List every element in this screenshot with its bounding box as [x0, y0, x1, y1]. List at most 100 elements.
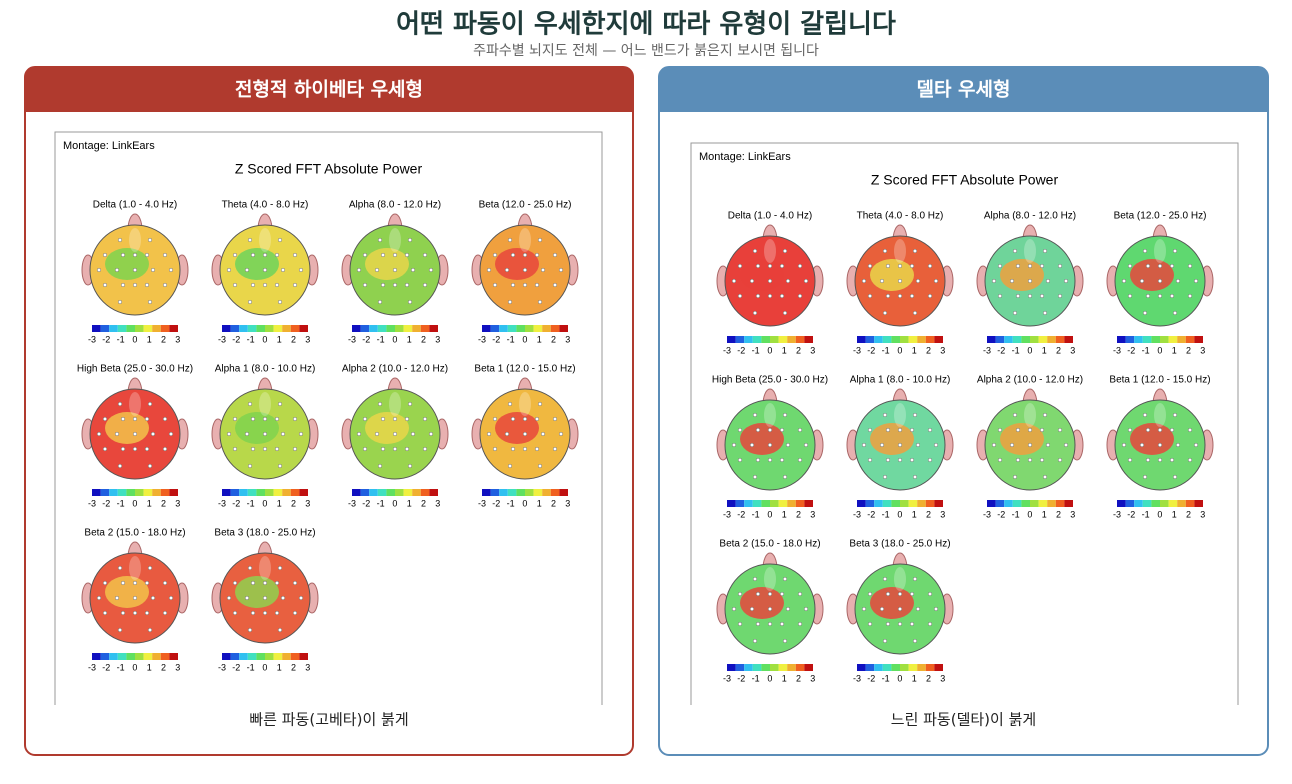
scale-label: -1: [882, 345, 890, 355]
electrode: [407, 237, 413, 243]
electrode: [147, 627, 153, 633]
electrode: [280, 595, 286, 601]
map-label: Beta 2 (15.0 - 18.0 Hz): [84, 528, 185, 539]
color-bar-segment: [230, 653, 240, 660]
electrode: [486, 267, 492, 273]
panel-caption: 느린 파동(델타)이 붉게: [891, 711, 1036, 729]
map-label: Alpha 1 (8.0 - 10.0 Hz): [850, 375, 951, 386]
electrode: [797, 427, 803, 433]
electrode: [803, 442, 809, 448]
electrode: [102, 446, 108, 452]
color-bar-segment: [727, 664, 736, 671]
electrode: [150, 431, 156, 437]
electrode: [492, 446, 498, 452]
color-bar-segment: [152, 325, 161, 332]
electrode: [250, 252, 256, 258]
electrode: [885, 427, 891, 433]
electrode: [1127, 293, 1133, 299]
color-bar-segment: [1004, 500, 1013, 507]
scale-label: -3: [853, 345, 861, 355]
electrode: [280, 431, 286, 437]
electrode: [1157, 263, 1163, 269]
color-bar-segment: [1012, 500, 1022, 507]
color-bar-segment: [770, 336, 779, 343]
electrode: [422, 282, 428, 288]
electrode: [132, 580, 138, 586]
electrode: [1042, 412, 1048, 418]
color-bar-segment: [273, 489, 283, 496]
electrode: [507, 401, 513, 407]
electrode: [232, 416, 238, 422]
electrode: [1063, 442, 1069, 448]
topomap: Delta (1.0 - 4.0 Hz) -3 -2 -1 0 1 2 3: [716, 211, 824, 355]
color-bar-segment: [908, 500, 918, 507]
electrode: [1057, 427, 1063, 433]
electrode: [1172, 248, 1178, 254]
electrode: [1157, 293, 1163, 299]
scale-label: -3: [348, 498, 356, 508]
electrode: [96, 431, 102, 437]
page-subtitle: 주파수별 뇌지도 전체 — 어느 밴드가 붉은지 보시면 됩니다: [473, 43, 819, 59]
electrode: [162, 416, 168, 422]
color-bar-segment: [857, 664, 866, 671]
color-bar-segment: [550, 325, 560, 332]
color-bar-segment: [995, 500, 1005, 507]
topomap: High Beta (25.0 - 30.0 Hz) -3 -2 -1 0 1 2 3: [712, 375, 828, 520]
electrode: [262, 282, 268, 288]
electrode: [377, 299, 383, 305]
color-bar-segment: [109, 653, 118, 660]
electrode: [96, 267, 102, 273]
electrode: [537, 401, 543, 407]
scale-label: 2: [551, 498, 556, 508]
electrode: [292, 446, 298, 452]
electrode: [120, 416, 126, 422]
electrode: [752, 638, 758, 644]
electrode: [927, 457, 933, 463]
electrode: [1175, 442, 1181, 448]
electrode: [262, 446, 268, 452]
hot-region: [1000, 259, 1044, 291]
electrode: [779, 591, 785, 597]
map-label: Beta 2 (15.0 - 18.0 Hz): [719, 539, 820, 550]
electrode: [897, 621, 903, 627]
electrode: [552, 446, 558, 452]
color-bar-segment: [360, 489, 370, 496]
topomap: Theta (4.0 - 8.0 Hz) -3 -2 -1 0 1 2 3: [211, 200, 319, 344]
nose-overlay: [259, 556, 271, 580]
electrode: [1175, 278, 1181, 284]
electrode: [897, 591, 903, 597]
scale-label: -3: [1113, 345, 1121, 355]
electrode: [120, 282, 126, 288]
scale-label: 3: [810, 345, 815, 355]
color-bar-segment: [265, 489, 274, 496]
electrode: [132, 416, 138, 422]
color-bar-segment: [891, 500, 900, 507]
electrode: [749, 606, 755, 612]
scale-label: 3: [305, 498, 310, 508]
map-label: Alpha (8.0 - 12.0 Hz): [349, 200, 441, 211]
color-bar-segment: [135, 325, 144, 332]
color-bar-segment: [752, 500, 762, 507]
hot-region: [495, 248, 539, 280]
color-bar-segment: [117, 489, 127, 496]
image-heading: Z Scored FFT Absolute Power: [235, 161, 423, 177]
hot-region: [365, 412, 409, 444]
electrode: [1039, 457, 1045, 463]
scale-label: -2: [232, 662, 240, 672]
color-bar-segment: [987, 336, 996, 343]
scale-label: -3: [88, 662, 96, 672]
scale-label: -2: [232, 334, 240, 344]
map-label: High Beta (25.0 - 30.0 Hz): [77, 364, 193, 375]
scale-label: 2: [161, 498, 166, 508]
color-bar-segment: [795, 500, 805, 507]
electrode: [1187, 457, 1193, 463]
electrode: [1057, 457, 1063, 463]
electrode: [226, 595, 232, 601]
electrode: [927, 621, 933, 627]
electrode: [150, 267, 156, 273]
scale-label: 1: [1042, 509, 1047, 519]
scale-label: -1: [117, 498, 125, 508]
electrode: [933, 278, 939, 284]
color-bar-segment: [265, 325, 274, 332]
color-bar-segment: [222, 325, 231, 332]
